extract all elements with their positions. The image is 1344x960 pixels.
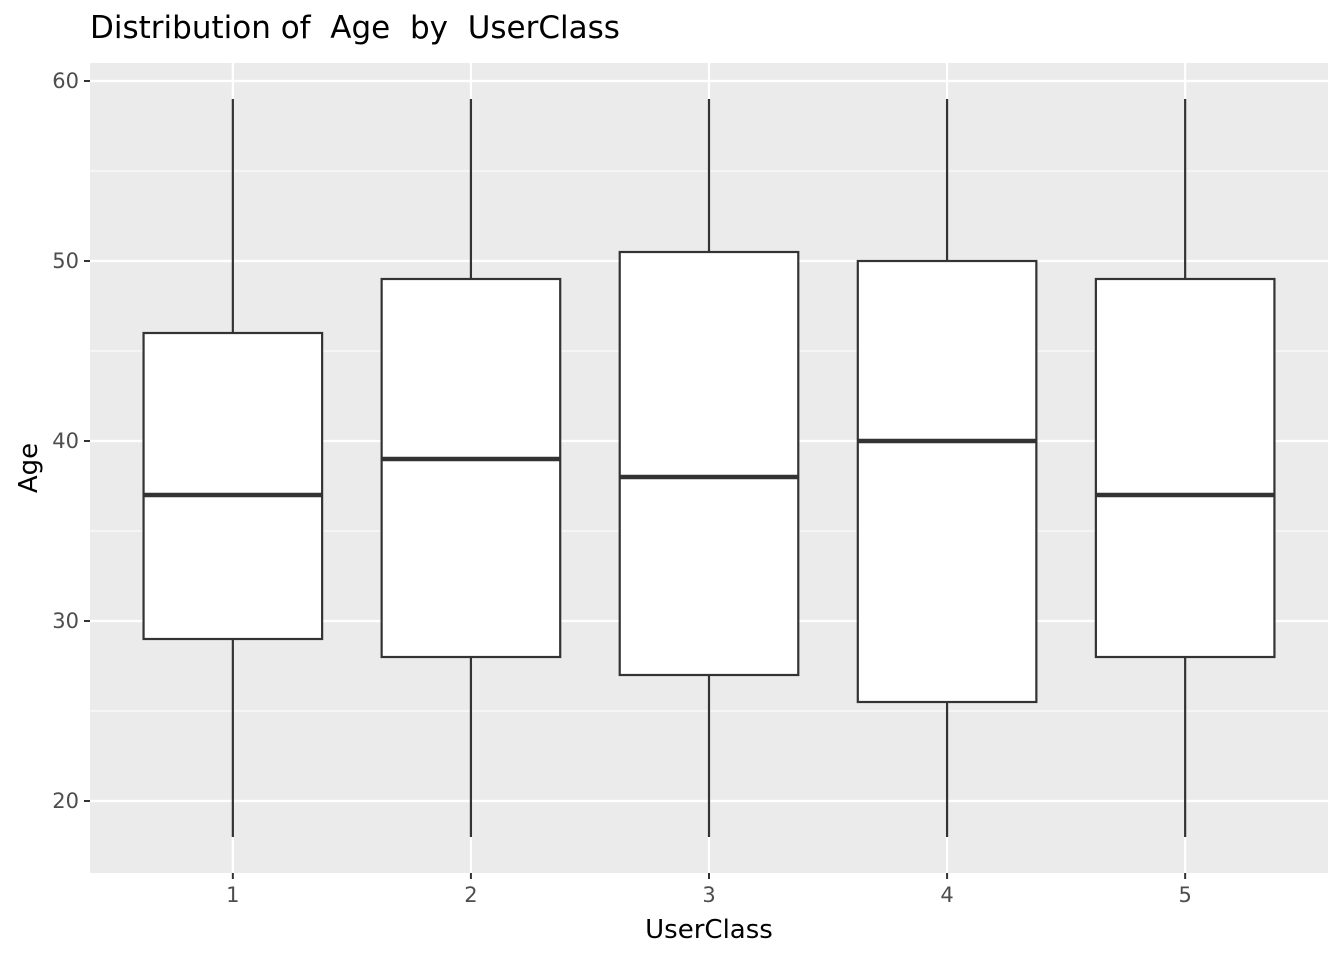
y-tick-label: 60 xyxy=(52,69,79,93)
y-tick-label: 40 xyxy=(52,429,79,453)
y-axis: 20 30 40 50 60 xyxy=(52,69,90,813)
y-tick-label: 50 xyxy=(52,249,79,273)
iqr-box xyxy=(380,277,562,659)
y-tick-label: 20 xyxy=(52,789,79,813)
x-tick-label: 5 xyxy=(1178,883,1191,907)
box-2 xyxy=(380,99,562,837)
iqr-box xyxy=(1094,277,1276,659)
chart-title: Distribution of Age by UserClass xyxy=(90,10,620,46)
iqr-box xyxy=(856,259,1038,704)
x-axis-title: UserClass xyxy=(645,915,773,945)
x-tick-label: 1 xyxy=(226,883,239,907)
x-tick-label: 3 xyxy=(702,883,715,907)
iqr-box xyxy=(618,250,800,677)
y-tick-label: 30 xyxy=(52,609,79,633)
x-tick-label: 4 xyxy=(940,883,953,907)
y-axis-title: Age xyxy=(14,443,44,493)
box-3 xyxy=(618,99,800,837)
x-tick-label: 2 xyxy=(464,883,477,907)
box-5 xyxy=(1094,99,1276,837)
iqr-box xyxy=(142,331,324,641)
x-axis: 1 2 3 4 5 xyxy=(226,873,1192,907)
boxplot-series xyxy=(142,99,1276,837)
box-1 xyxy=(142,99,324,837)
box-4 xyxy=(856,99,1038,837)
